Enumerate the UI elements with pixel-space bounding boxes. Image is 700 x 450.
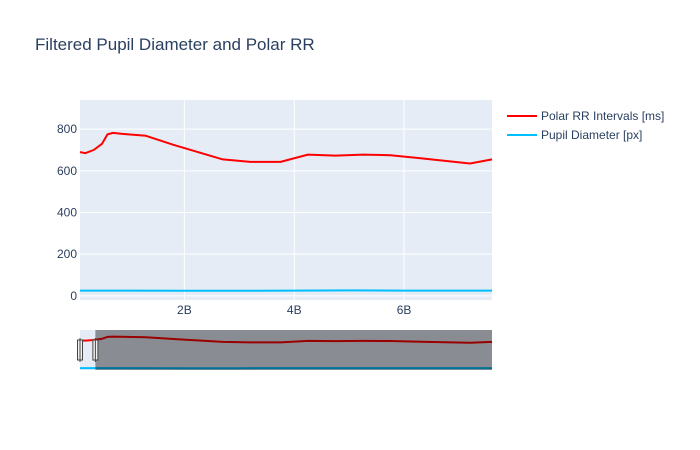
minimap-line-rr (79, 335, 493, 344)
y-axis-ticks: 0 200 400 600 800 (57, 122, 77, 303)
y-tick-label: 800 (57, 122, 77, 136)
x-tick-label: 2B (177, 303, 192, 317)
legend[interactable]: Polar RR Intervals [ms] Pupil Diameter [… (507, 109, 664, 142)
range-slider-selected-window[interactable] (95, 330, 492, 370)
legend-label-rr: Polar RR Intervals [ms] (541, 109, 664, 123)
series-layer (79, 131, 493, 292)
chart-title: Filtered Pupil Diameter and Polar RR (35, 35, 315, 54)
plot-area-background (80, 100, 492, 300)
x-tick-label: 4B (287, 303, 302, 317)
x-axis-ticks: 2B 4B 6B (177, 303, 411, 317)
series-line-rr (79, 131, 493, 165)
legend-item-rr[interactable]: Polar RR Intervals [ms] (507, 109, 664, 123)
range-slider[interactable] (77, 330, 493, 370)
y-tick-label: 0 (70, 289, 77, 303)
x-tick-label: 6B (397, 303, 412, 317)
legend-label-pupil: Pupil Diameter [px] (541, 128, 642, 142)
range-slider-handle-left[interactable] (77, 338, 83, 362)
y-tick-label: 200 (57, 247, 77, 261)
grid-layer (80, 100, 492, 300)
y-tick-label: 600 (57, 164, 77, 178)
range-slider-minimap (79, 335, 493, 370)
legend-item-pupil[interactable]: Pupil Diameter [px] (507, 128, 642, 142)
range-slider-handle-right[interactable] (92, 338, 99, 362)
y-tick-label: 400 (57, 206, 77, 220)
